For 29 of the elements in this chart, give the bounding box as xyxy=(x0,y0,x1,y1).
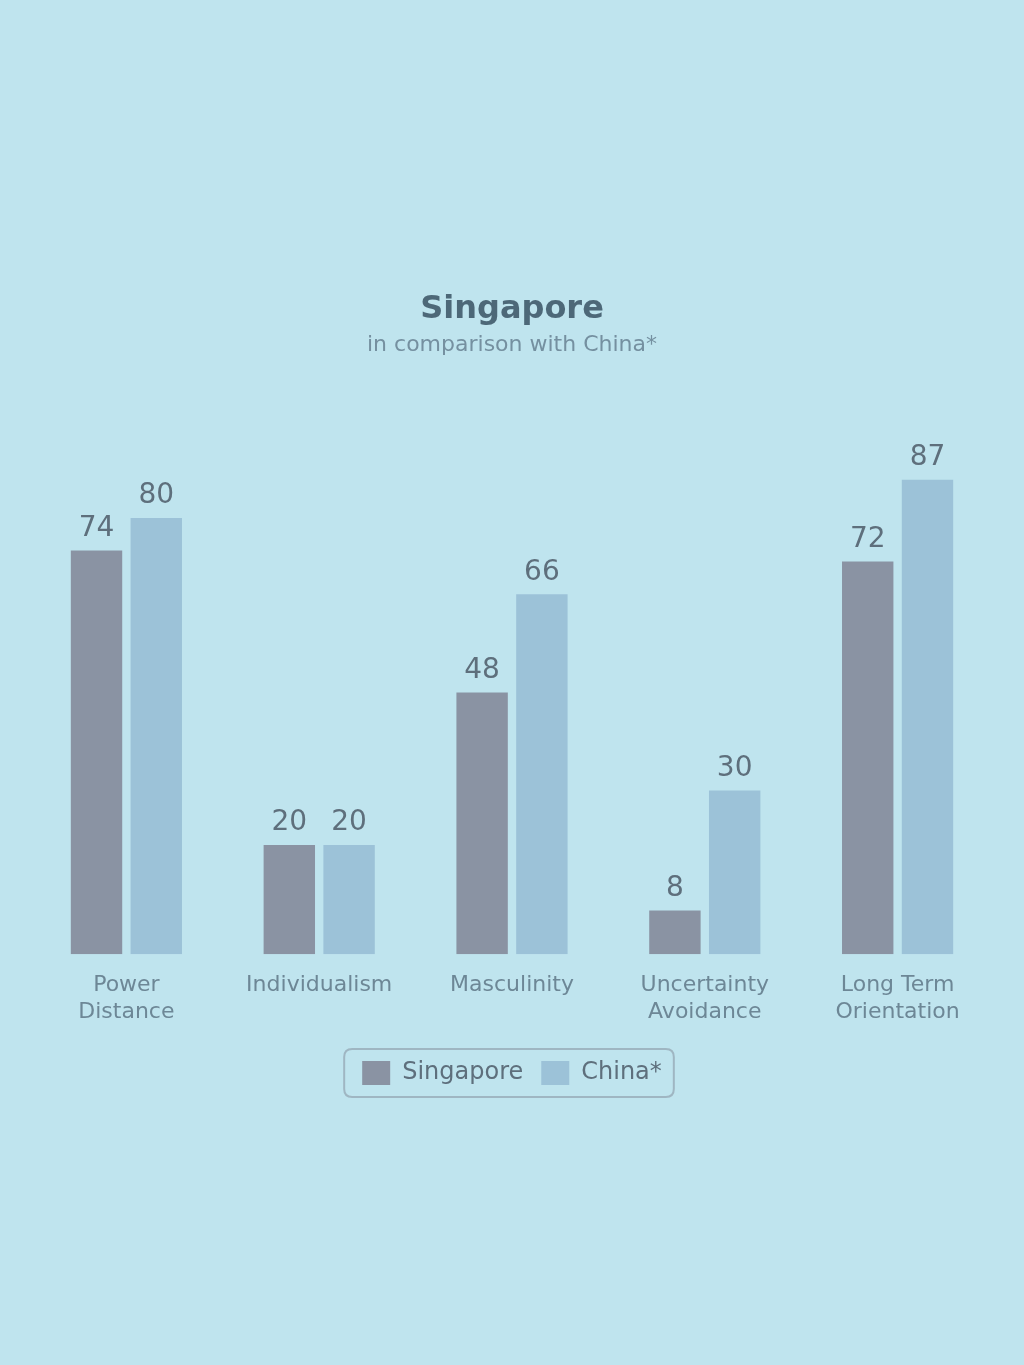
bar xyxy=(456,692,508,955)
x-tick-label: Long Term Orientation xyxy=(835,971,960,1023)
bar xyxy=(323,845,375,955)
bar xyxy=(70,550,123,955)
bar xyxy=(130,517,182,955)
data-label: 48 xyxy=(464,651,500,685)
data-label: 66 xyxy=(524,553,560,587)
chart-subtitle: in comparison with China* xyxy=(366,331,658,357)
x-tick-label: Uncertainty Avoidance xyxy=(640,971,770,1023)
data-label: 20 xyxy=(331,804,367,838)
data-label: 87 xyxy=(909,438,946,472)
bar xyxy=(516,594,568,955)
legend-label: China* xyxy=(581,1057,662,1086)
x-tick-label: Power Distance xyxy=(78,971,175,1023)
data-label: 80 xyxy=(138,477,175,511)
bar xyxy=(842,561,894,955)
x-tick-label: Individualism xyxy=(246,971,393,997)
chart-title: Singapore xyxy=(420,287,604,326)
bar xyxy=(708,790,761,955)
data-label: 72 xyxy=(849,520,886,554)
data-label: 8 xyxy=(666,869,684,903)
bar xyxy=(649,910,701,955)
bar xyxy=(901,479,954,955)
x-tick-label: Masculinity xyxy=(450,971,574,997)
data-label: 20 xyxy=(271,804,308,838)
data-label: 30 xyxy=(716,749,753,783)
legend-label: Singapore xyxy=(402,1057,524,1086)
bar xyxy=(263,845,316,955)
data-label: 74 xyxy=(78,509,115,543)
